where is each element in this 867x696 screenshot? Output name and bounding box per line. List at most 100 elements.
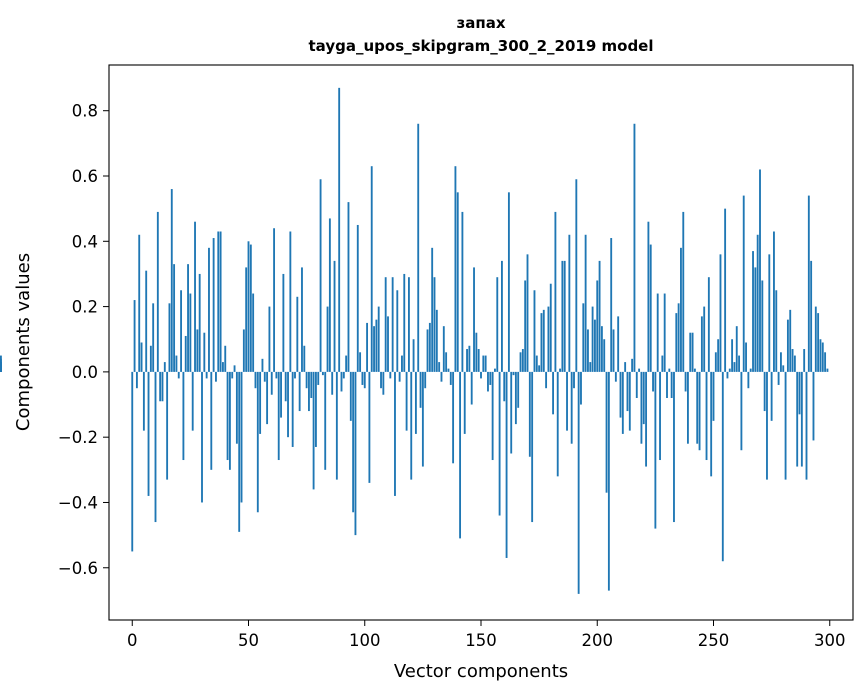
bar xyxy=(528,371,531,457)
bar xyxy=(603,339,606,372)
bar xyxy=(812,371,815,441)
bar xyxy=(798,371,801,415)
bar xyxy=(452,371,455,464)
x-tick-label: 250 xyxy=(698,631,730,650)
bar xyxy=(240,371,243,503)
bar xyxy=(140,342,143,372)
bar xyxy=(438,362,441,372)
bar xyxy=(591,306,594,372)
bar xyxy=(770,371,773,421)
y-tick-label: −0.4 xyxy=(58,493,98,512)
bar xyxy=(219,231,222,372)
bar xyxy=(535,355,538,372)
chart-subtitle: tayga_upos_skipgram_300_2_2019 model xyxy=(309,37,654,55)
bar xyxy=(480,371,482,379)
bar xyxy=(721,371,724,562)
bar xyxy=(268,306,271,372)
bar xyxy=(612,329,615,372)
bar xyxy=(642,371,645,425)
bar xyxy=(442,326,445,372)
bar xyxy=(626,371,629,412)
bar xyxy=(793,355,796,372)
bar xyxy=(726,371,729,379)
bar xyxy=(573,371,575,389)
bar xyxy=(138,234,141,372)
bar xyxy=(259,371,262,434)
bar xyxy=(645,371,648,467)
bar xyxy=(500,260,503,372)
bar xyxy=(719,254,722,372)
bar xyxy=(440,371,443,382)
bar xyxy=(554,211,557,372)
bar xyxy=(215,371,217,382)
bar xyxy=(491,371,494,461)
bar xyxy=(675,313,678,372)
bar xyxy=(410,371,413,480)
bar xyxy=(384,277,387,372)
bar xyxy=(180,290,183,372)
bar xyxy=(403,273,406,372)
bar xyxy=(689,332,692,372)
bar xyxy=(201,371,203,503)
bar xyxy=(633,123,636,372)
bar xyxy=(563,260,566,372)
bar xyxy=(252,293,255,372)
bar xyxy=(561,260,564,372)
bar xyxy=(549,283,552,372)
bar xyxy=(805,371,808,480)
bar xyxy=(494,368,496,372)
bar xyxy=(133,300,136,372)
bar xyxy=(696,371,699,444)
bar xyxy=(617,316,620,372)
bar xyxy=(398,371,401,382)
bar xyxy=(686,371,689,444)
bar xyxy=(435,309,438,372)
bar xyxy=(298,371,301,412)
bar xyxy=(233,365,236,372)
bar xyxy=(261,358,264,372)
bar xyxy=(735,326,738,372)
x-axis-label: Vector components xyxy=(394,661,568,682)
bar xyxy=(152,303,155,372)
bar xyxy=(568,234,571,372)
bar xyxy=(282,273,285,372)
bar xyxy=(640,371,643,444)
bar xyxy=(407,277,410,372)
bar xyxy=(570,371,573,444)
x-tick-label: 300 xyxy=(814,631,846,650)
bar xyxy=(466,349,468,372)
bar xyxy=(482,355,485,372)
bar xyxy=(277,371,280,461)
bar xyxy=(659,371,661,461)
bar xyxy=(414,371,417,434)
bar xyxy=(275,371,278,379)
bar xyxy=(287,371,289,438)
bar xyxy=(598,260,601,372)
bar xyxy=(652,371,654,392)
bar xyxy=(382,371,385,395)
bar xyxy=(266,371,269,425)
bar xyxy=(756,234,759,372)
bar xyxy=(507,192,510,372)
bar xyxy=(821,342,824,372)
bar xyxy=(605,371,608,493)
bar xyxy=(489,371,492,385)
bar xyxy=(247,241,250,372)
bar xyxy=(254,371,257,389)
y-tick-label: 0.4 xyxy=(72,232,98,251)
bar xyxy=(405,371,408,431)
bar xyxy=(761,280,764,372)
bar xyxy=(314,371,317,447)
bar xyxy=(175,355,178,372)
bar xyxy=(545,371,548,389)
bar xyxy=(433,277,436,372)
x-tick-label: 150 xyxy=(465,631,497,650)
bar xyxy=(577,371,580,594)
bar xyxy=(135,371,138,389)
bar xyxy=(394,371,396,496)
bar xyxy=(459,371,462,539)
y-tick-label: −0.2 xyxy=(58,428,98,447)
bar xyxy=(170,189,173,372)
bar xyxy=(431,247,434,372)
bar xyxy=(682,211,685,372)
